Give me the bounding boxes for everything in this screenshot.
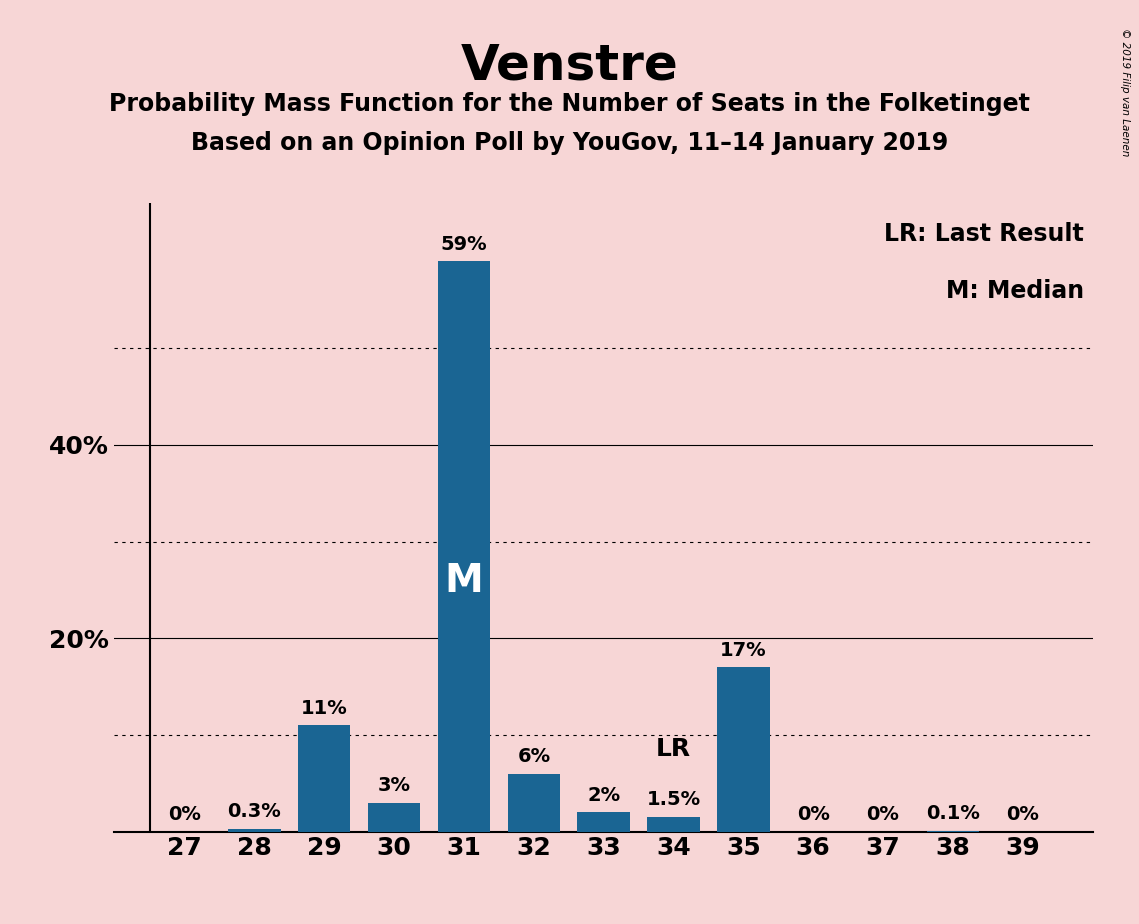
Bar [647, 817, 699, 832]
Text: 0%: 0% [1006, 805, 1039, 824]
Text: Based on an Opinion Poll by YouGov, 11–14 January 2019: Based on an Opinion Poll by YouGov, 11–1… [191, 131, 948, 155]
Text: Probability Mass Function for the Number of Seats in the Folketinget: Probability Mass Function for the Number… [109, 92, 1030, 116]
Text: 0.3%: 0.3% [228, 802, 281, 821]
Bar [577, 812, 630, 832]
Text: M: Median: M: Median [945, 279, 1083, 303]
Text: 0%: 0% [797, 805, 829, 824]
Text: 3%: 3% [378, 776, 411, 795]
Text: 17%: 17% [720, 640, 767, 660]
Bar [508, 773, 560, 832]
Bar [437, 261, 490, 832]
Text: 0.1%: 0.1% [926, 804, 980, 823]
Text: 2%: 2% [587, 785, 621, 805]
Text: Venstre: Venstre [460, 42, 679, 90]
Bar [298, 725, 351, 832]
Bar [228, 829, 280, 832]
Text: 0%: 0% [169, 805, 202, 824]
Text: M: M [444, 562, 483, 600]
Text: LR: Last Result: LR: Last Result [884, 222, 1083, 246]
Bar [368, 803, 420, 832]
Text: LR: LR [656, 737, 691, 761]
Text: © 2019 Filip van Laenen: © 2019 Filip van Laenen [1120, 28, 1130, 156]
Text: 59%: 59% [441, 235, 487, 253]
Text: 6%: 6% [517, 747, 550, 766]
Text: 1.5%: 1.5% [647, 790, 700, 809]
Text: 11%: 11% [301, 699, 347, 718]
Bar [927, 831, 980, 832]
Text: 0%: 0% [867, 805, 900, 824]
Bar [718, 667, 770, 832]
